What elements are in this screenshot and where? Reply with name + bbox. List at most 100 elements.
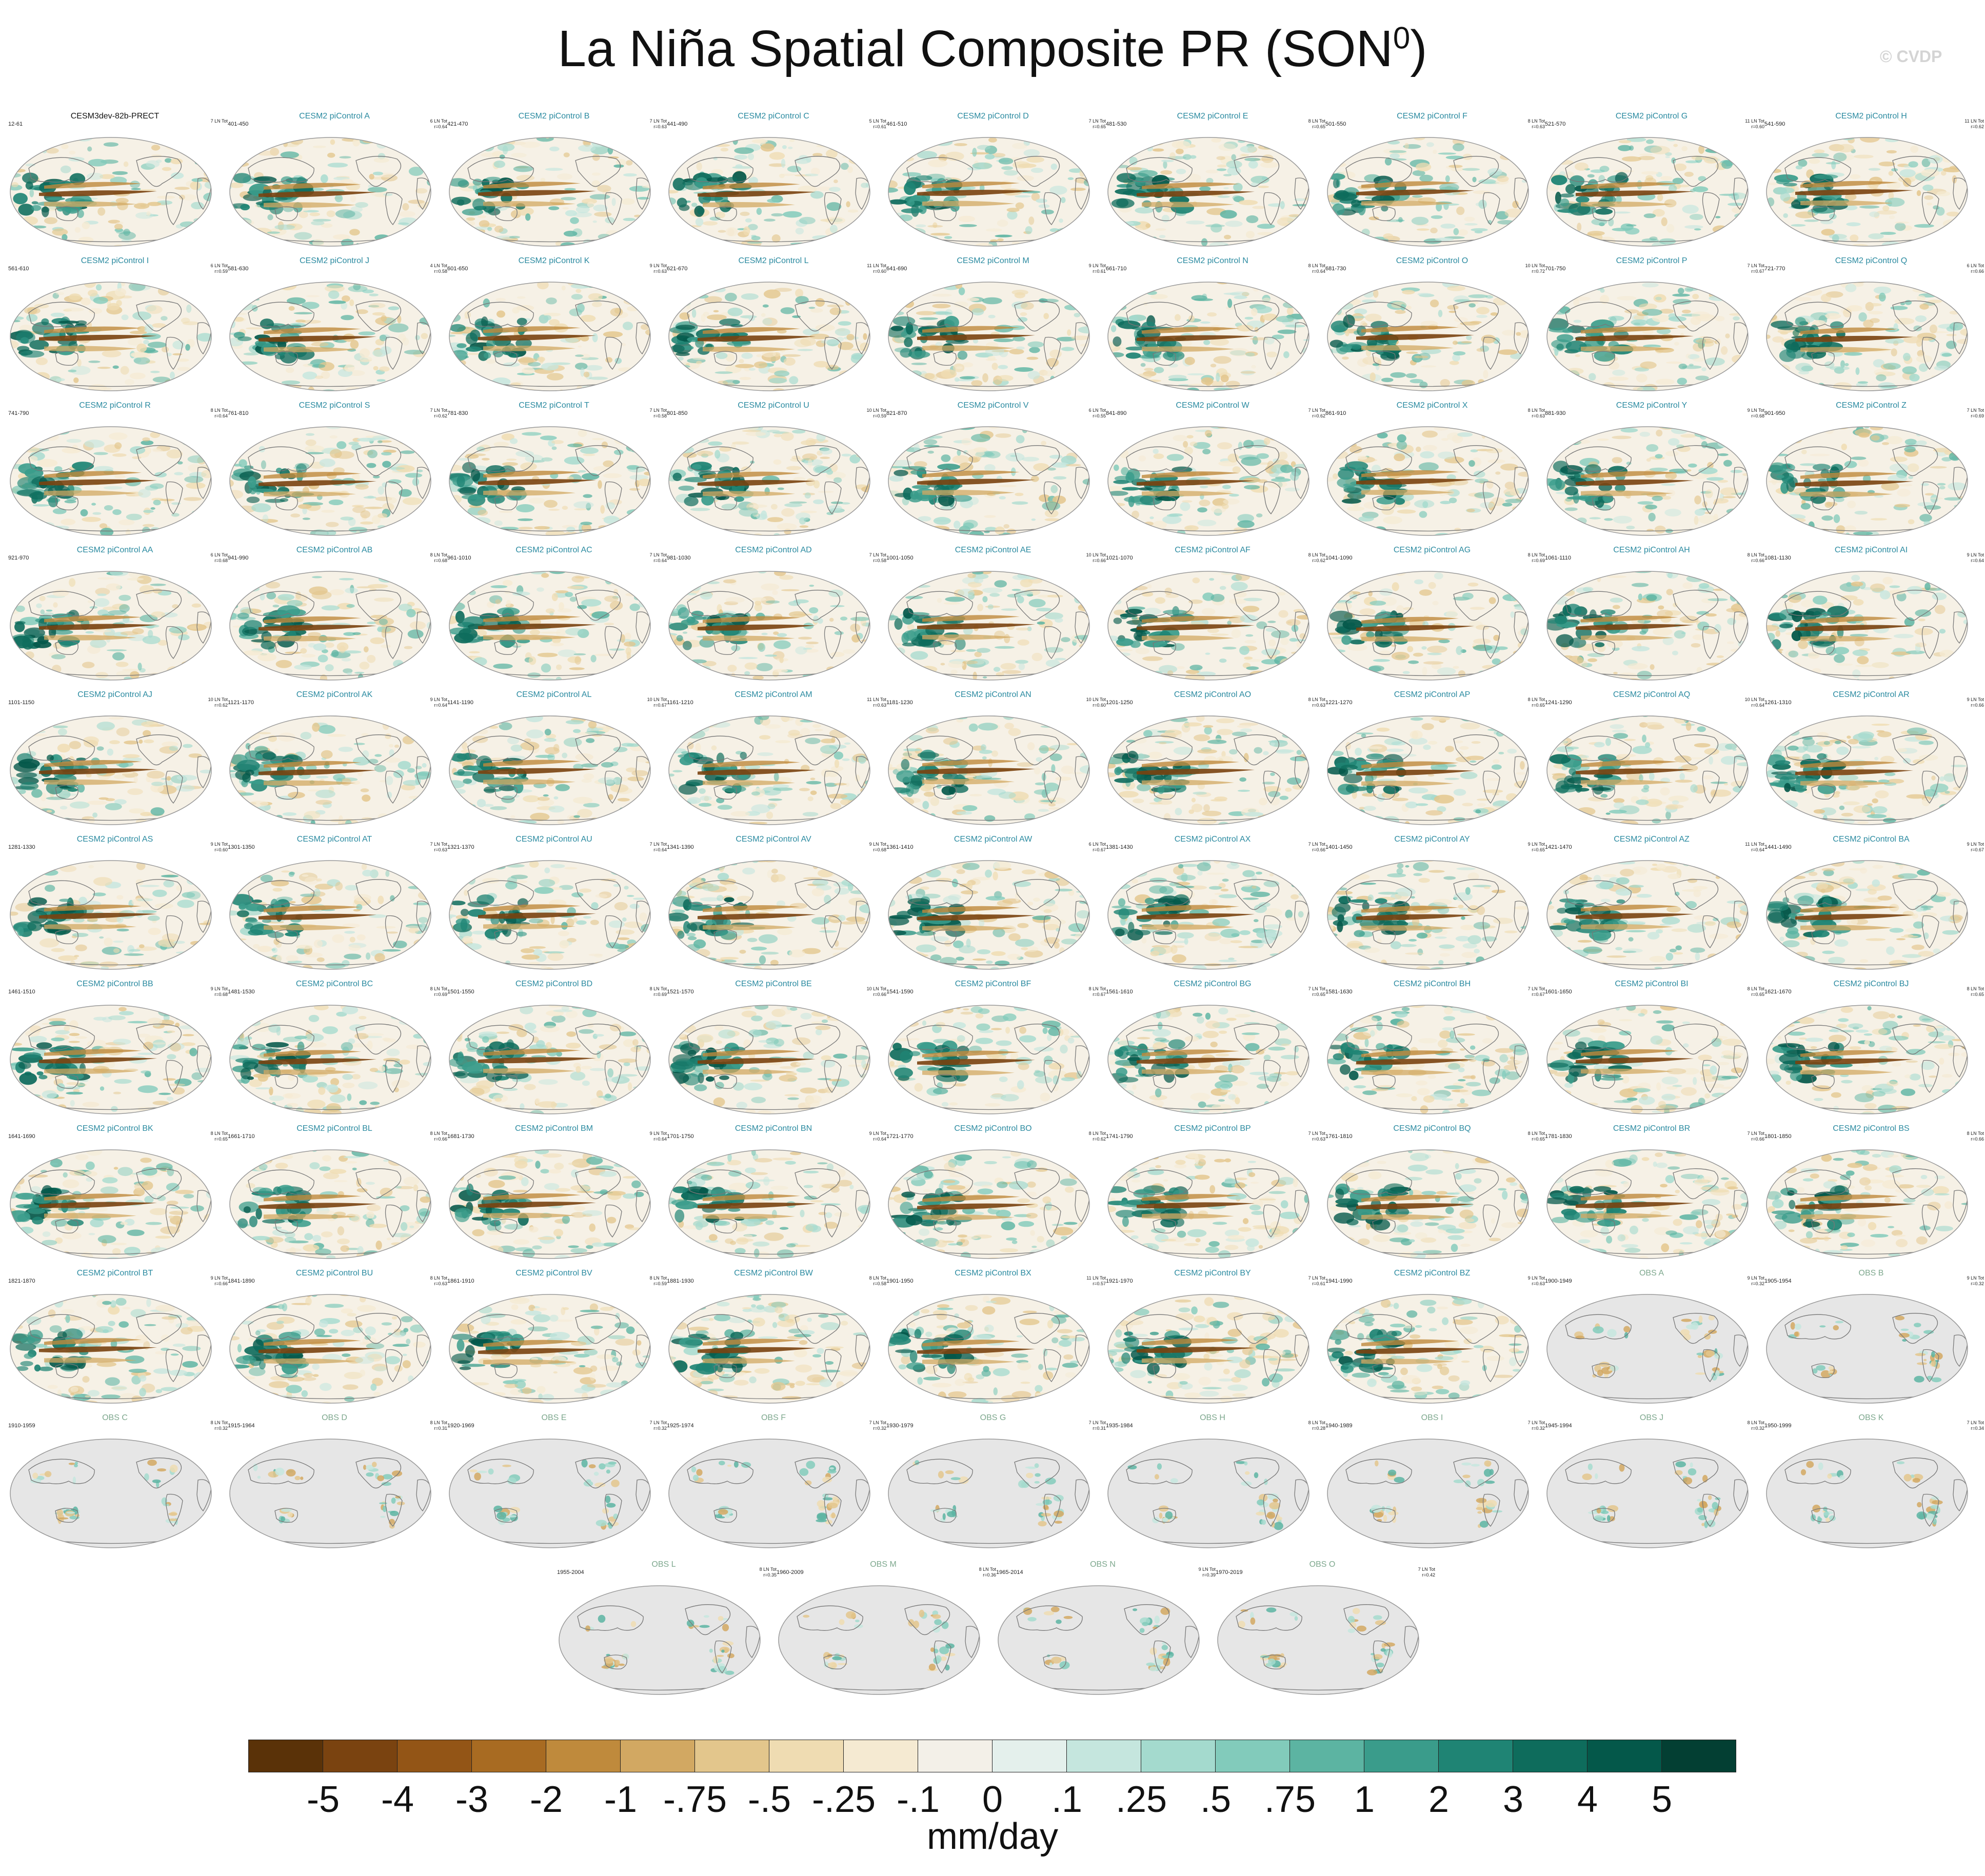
anomaly-patch <box>17 517 35 521</box>
anomaly-patch <box>1163 161 1167 169</box>
anomaly-patch <box>1222 485 1231 489</box>
anomaly-patch <box>239 459 247 468</box>
anomaly-patch <box>1908 519 1915 525</box>
anomaly-patch <box>305 452 324 454</box>
anomaly-patch <box>583 371 590 377</box>
anomaly-patch <box>773 459 782 465</box>
anomaly-patch <box>998 157 1014 165</box>
anomaly-patch <box>1824 313 1841 320</box>
anomaly-patch <box>669 428 683 438</box>
anomaly-patch <box>250 246 264 253</box>
anomaly-patch <box>1169 152 1176 161</box>
anomaly-patch <box>1562 297 1571 300</box>
anomaly-patch <box>1036 534 1052 535</box>
anomaly-patch <box>1768 132 1775 137</box>
anomaly-patch <box>149 483 164 489</box>
anomaly-patch <box>1280 287 1289 291</box>
anomaly-patch <box>359 348 370 358</box>
anomaly-patch <box>826 202 842 211</box>
anomaly-patch <box>228 247 235 249</box>
anomaly-patch <box>1479 423 1492 426</box>
anomaly-patch <box>540 177 546 182</box>
anomaly-patch <box>377 246 396 249</box>
anomaly-patch <box>1041 209 1054 215</box>
anomaly-patch <box>152 323 166 328</box>
anomaly-patch <box>328 500 344 505</box>
anomaly-patch <box>669 452 674 458</box>
anomaly-patch <box>1249 427 1269 429</box>
anomaly-patch <box>1733 375 1744 380</box>
panel-years: 901-950 <box>1764 410 1785 416</box>
anomaly-patch <box>863 356 870 364</box>
anomaly-patch <box>696 162 702 171</box>
anomaly-patch <box>771 234 781 243</box>
anomaly-patch <box>669 166 676 172</box>
panel-stats: 8 LN Tot r=0.64 <box>211 408 228 419</box>
anomaly-patch <box>130 277 146 282</box>
anomaly-patch <box>712 533 730 535</box>
anomaly-patch <box>1519 427 1525 430</box>
anomaly-patch <box>534 133 540 136</box>
coastline <box>494 351 518 366</box>
anomaly-patch <box>1910 146 1919 153</box>
anomaly-patch <box>1286 514 1297 517</box>
anomaly-patch <box>258 141 269 149</box>
anomaly-patch <box>779 173 785 178</box>
anomaly-patch <box>1078 326 1089 334</box>
anomaly-patch <box>1511 456 1516 459</box>
anomaly-patch <box>173 139 182 145</box>
anomaly-patch <box>10 528 21 533</box>
anomaly-patch <box>1820 293 1832 303</box>
anomaly-patch <box>1587 231 1605 236</box>
wet-anomaly <box>726 177 738 183</box>
anomaly-patch <box>388 386 402 391</box>
anomaly-patch <box>1729 423 1736 426</box>
anomaly-patch <box>759 139 766 146</box>
dry-equatorial-band <box>1795 189 1913 195</box>
anomaly-patch <box>865 312 870 317</box>
anomaly-patch <box>491 139 500 142</box>
anomaly-patch <box>99 523 108 529</box>
anomaly-patch <box>1033 463 1049 471</box>
anomaly-patch <box>1361 228 1370 236</box>
anomaly-patch <box>1773 528 1790 534</box>
anomaly-patch <box>1963 155 1968 164</box>
anomaly-patch <box>1015 492 1024 496</box>
anomaly-patch <box>1526 310 1529 314</box>
anomaly-patch <box>606 137 611 141</box>
anomaly-patch <box>594 212 612 217</box>
anomaly-patch <box>78 424 84 427</box>
anomaly-patch <box>1201 238 1208 246</box>
anomaly-patch <box>372 349 387 357</box>
anomaly-patch <box>1251 365 1256 369</box>
anomaly-patch <box>888 455 893 461</box>
dry-equatorial-band <box>478 334 596 341</box>
anomaly-patch <box>327 152 335 158</box>
anomaly-patch <box>1222 503 1229 509</box>
coastline <box>1372 351 1396 366</box>
anomaly-patch <box>954 377 960 382</box>
anomaly-patch <box>1863 320 1874 328</box>
anomaly-patch <box>580 315 596 322</box>
anomaly-patch <box>1404 143 1409 149</box>
anomaly-patch <box>355 530 361 535</box>
panel-years: 421-470 <box>447 121 468 127</box>
anomaly-patch <box>1497 175 1509 182</box>
anomaly-patch <box>382 461 391 468</box>
anomaly-patch <box>1695 338 1715 344</box>
anomaly-patch <box>1220 210 1237 219</box>
anomaly-patch <box>1684 171 1694 177</box>
anomaly-patch <box>1661 483 1676 486</box>
map-panel: CESM2 piControl X 861-910 8 LN Tot r=0.63 <box>1322 401 1545 546</box>
anomaly-patch <box>967 297 980 302</box>
coastline <box>196 467 211 500</box>
anomaly-patch <box>891 299 897 306</box>
dry-equatorial-band <box>39 479 157 486</box>
wet-anomaly <box>1570 175 1585 187</box>
anomaly-patch <box>1184 525 1199 531</box>
anomaly-patch <box>826 149 838 158</box>
dry-equatorial-band <box>1356 189 1474 196</box>
anomaly-patch <box>162 167 172 171</box>
anomaly-patch <box>1775 514 1790 521</box>
anomaly-patch <box>760 143 775 152</box>
